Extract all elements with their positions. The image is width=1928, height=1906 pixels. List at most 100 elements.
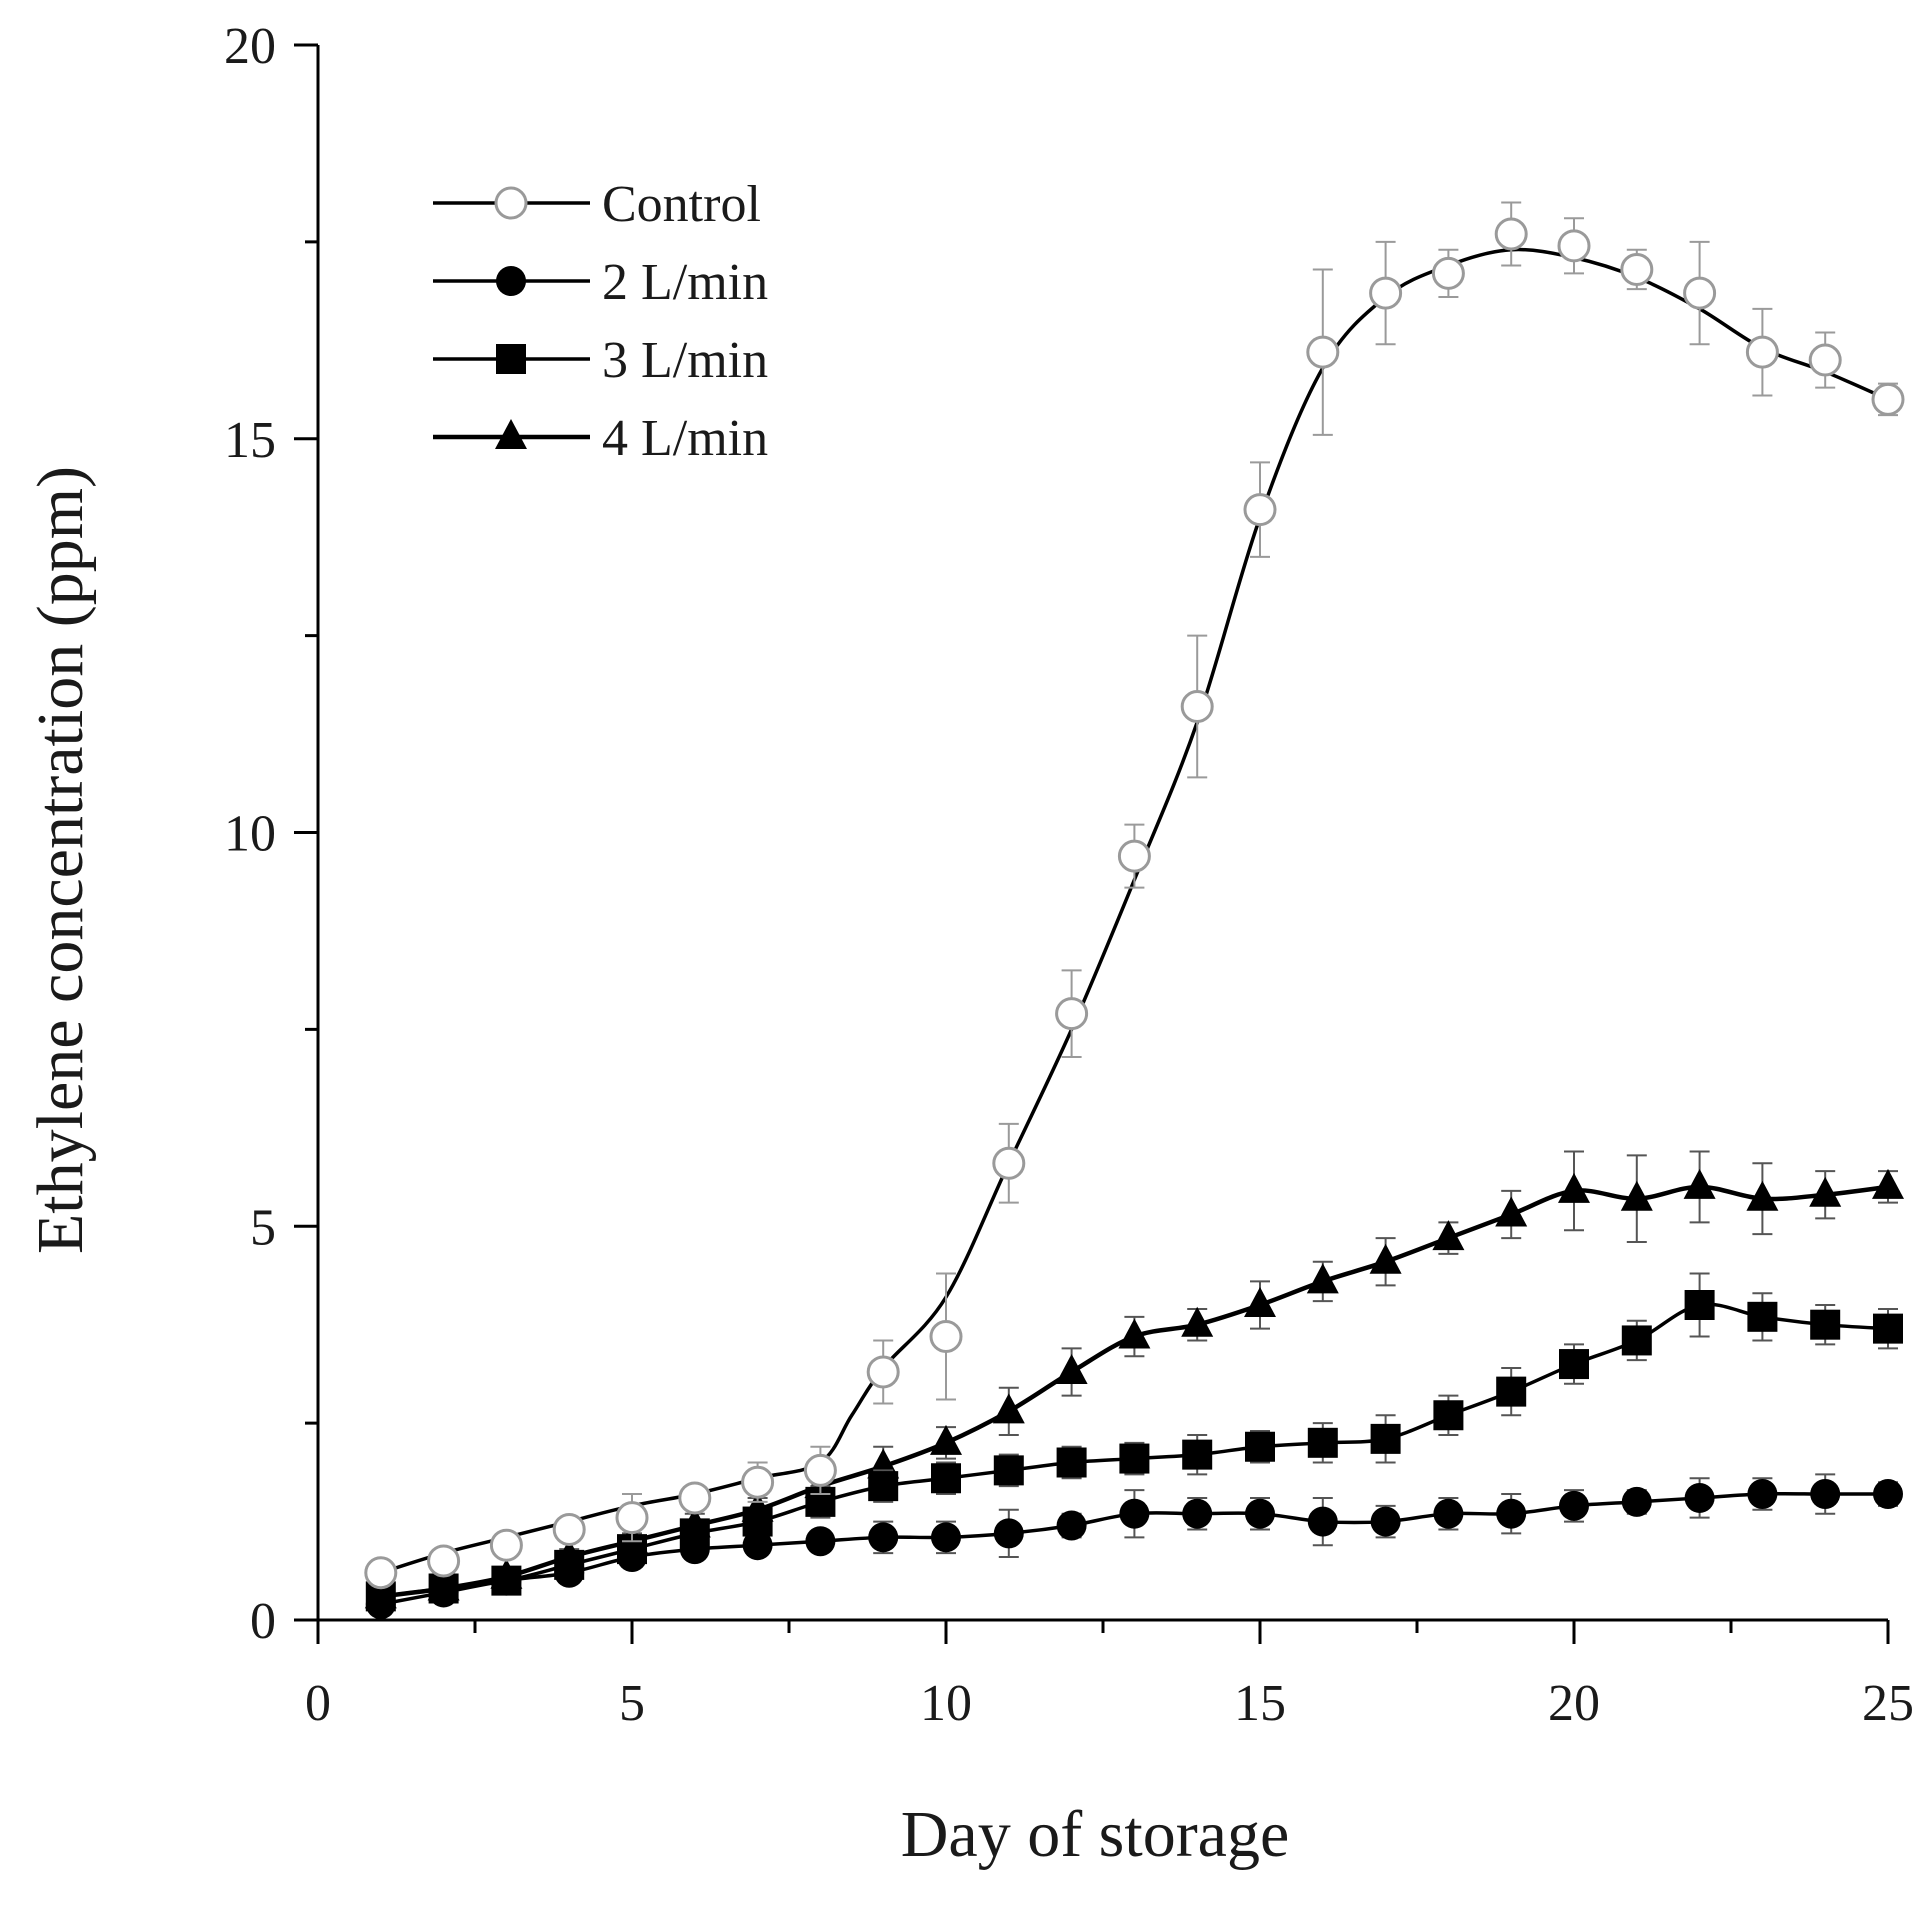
data-point [1683, 1168, 1716, 1199]
data-point [805, 1526, 836, 1557]
data-point [1747, 1479, 1778, 1509]
legend-marker [494, 186, 528, 220]
data-point [1873, 1479, 1903, 1509]
data-point [491, 1565, 522, 1596]
legend-item-control: Control [433, 176, 761, 233]
data-point [1306, 335, 1340, 369]
series-line [380, 247, 1889, 1575]
data-point [1433, 1400, 1464, 1431]
series-control [364, 201, 1905, 1590]
data-point [1432, 1220, 1465, 1251]
data-point [1496, 1376, 1527, 1407]
data-point [1182, 1498, 1213, 1529]
data-point [1496, 1498, 1527, 1529]
data-point [1119, 1498, 1150, 1529]
data-point [1871, 382, 1905, 416]
data-point [993, 1455, 1024, 1486]
data-point [1118, 1318, 1151, 1349]
data-point [1182, 1439, 1213, 1470]
data-point [931, 1463, 961, 1494]
data-point [1808, 343, 1842, 377]
y-tick-label: 10 [224, 806, 276, 863]
data-point [615, 1501, 649, 1535]
y-tick-label: 5 [250, 1199, 276, 1256]
data-point [489, 1528, 523, 1562]
legend-item-4-l-min: 4 L/min [433, 410, 768, 467]
series-2-l-min [365, 1473, 1903, 1620]
series-4-l-min [364, 1150, 1904, 1609]
y-axis-title: Ethylene concentration (ppm) [24, 466, 97, 1254]
legend-label: 4 L/min [602, 410, 768, 467]
data-point [1307, 1506, 1338, 1537]
data-point [741, 1465, 775, 1499]
data-point [1747, 1301, 1778, 1332]
data-point [1745, 335, 1779, 369]
legend-marker [496, 266, 526, 296]
data-point [929, 1320, 963, 1353]
data-point [364, 1556, 398, 1590]
data-point [1810, 1479, 1841, 1509]
legend-label: Control [602, 176, 761, 233]
legend-label: 3 L/min [602, 332, 768, 389]
data-point [1494, 217, 1528, 251]
data-point [1245, 1498, 1275, 1529]
data-point [1370, 1506, 1401, 1537]
data-point [1056, 1447, 1087, 1478]
data-point [678, 1481, 712, 1515]
data-point [1245, 1431, 1275, 1462]
data-point [1369, 276, 1403, 310]
data-point [1873, 1313, 1903, 1344]
data-point [1433, 1498, 1464, 1529]
series-layer [364, 201, 1905, 1620]
data-point [1055, 1353, 1088, 1384]
legend: Control 2 L/min 3 L/min 4 L/min [433, 176, 768, 467]
legend-marker [495, 419, 527, 449]
data-point [1431, 256, 1465, 290]
data-point [1495, 1196, 1528, 1227]
data-point [930, 1424, 962, 1455]
data-point [1557, 229, 1591, 263]
data-point [554, 1557, 585, 1588]
x-tick-label: 0 [305, 1675, 331, 1732]
data-point [1684, 1482, 1715, 1513]
data-point [617, 1542, 647, 1572]
x-axis-title: Day of storage [901, 1798, 1290, 1871]
data-point [1244, 1287, 1276, 1317]
data-point [1621, 1486, 1652, 1517]
data-point [1620, 1180, 1653, 1211]
y-tick-label: 15 [224, 412, 276, 469]
data-point [742, 1530, 773, 1561]
data-point [1055, 997, 1089, 1031]
data-point [993, 1518, 1024, 1549]
data-point [552, 1512, 586, 1546]
data-point [1369, 1243, 1402, 1274]
data-point [1180, 690, 1214, 723]
data-point [868, 1471, 899, 1502]
x-tick-label: 10 [920, 1675, 972, 1732]
data-point [1621, 1325, 1652, 1356]
data-point [1746, 1180, 1779, 1211]
data-point [1559, 1349, 1589, 1380]
data-point [1872, 1168, 1904, 1199]
data-point [868, 1522, 899, 1553]
data-point [679, 1534, 710, 1565]
data-point [1684, 1290, 1715, 1320]
data-point [1243, 493, 1277, 527]
data-point [1370, 1423, 1401, 1454]
data-point [1810, 1309, 1841, 1340]
data-point [1307, 1427, 1338, 1458]
data-point [428, 1577, 459, 1608]
data-point [1559, 1490, 1589, 1521]
data-point [1620, 252, 1654, 286]
data-point [931, 1522, 961, 1553]
data-point [866, 1355, 900, 1389]
data-point [1119, 1443, 1150, 1474]
data-point [1683, 276, 1717, 310]
data-point [992, 1393, 1025, 1424]
y-tick-label: 20 [224, 18, 276, 75]
data-point [1809, 1176, 1842, 1207]
data-point [427, 1544, 461, 1578]
legend-item-2-l-min: 2 L/min [433, 254, 768, 311]
data-point [1117, 839, 1151, 873]
